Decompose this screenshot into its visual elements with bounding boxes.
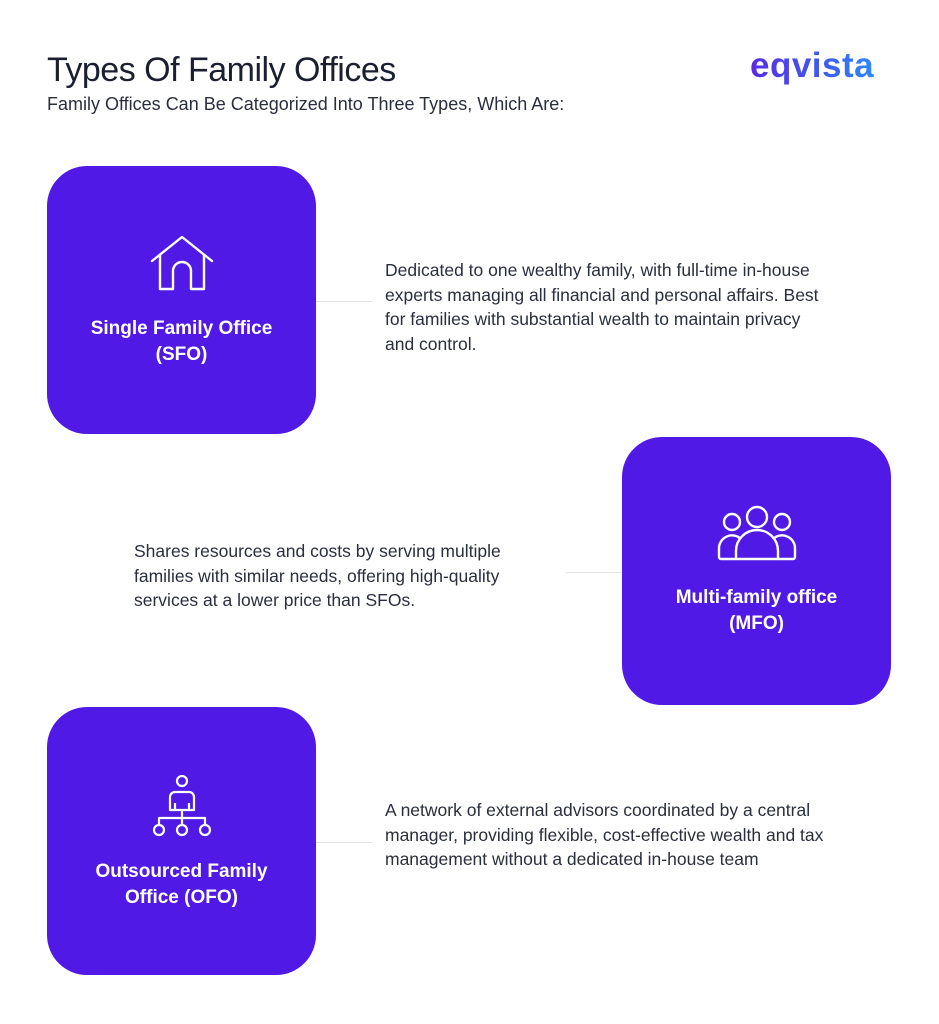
description-ofo: A network of external advisors coordinat… bbox=[385, 800, 824, 869]
page-title: Types Of Family Offices bbox=[47, 51, 396, 89]
connector-line bbox=[316, 301, 372, 302]
description-sfo: Dedicated to one wealthy family, with fu… bbox=[385, 260, 819, 354]
eqvista-logo: eqvista bbox=[750, 44, 874, 88]
card-outsourced-family-office: Outsourced Family Office (OFO) bbox=[47, 707, 316, 975]
org-hierarchy-icon bbox=[151, 775, 213, 837]
house-icon bbox=[149, 234, 215, 294]
card-single-family-office: Single Family Office (SFO) bbox=[47, 166, 316, 434]
card-label: Multi-family office (MFO) bbox=[675, 587, 838, 634]
page-subtitle: Family Offices Can Be Categorized Into T… bbox=[47, 94, 565, 114]
connector-line bbox=[566, 572, 622, 573]
card-multi-family-office: Multi-family office (MFO) bbox=[622, 437, 891, 705]
description-mfo: Shares resources and costs by serving mu… bbox=[134, 541, 501, 610]
group-people-icon bbox=[716, 505, 798, 563]
card-label: Single Family Office (SFO) bbox=[90, 318, 273, 365]
connector-line bbox=[316, 842, 372, 843]
card-label: Outsourced Family Office (OFO) bbox=[95, 861, 268, 908]
